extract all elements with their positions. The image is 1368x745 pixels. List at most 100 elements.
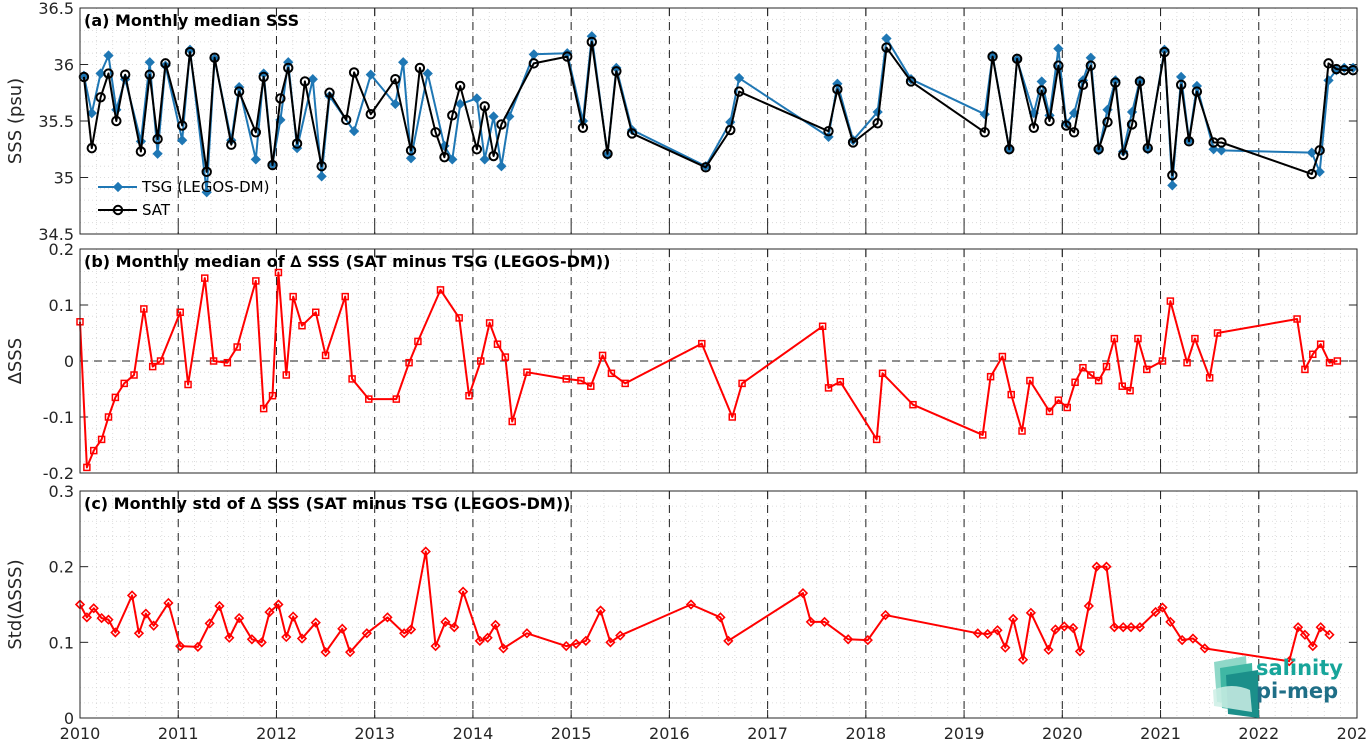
data-point xyxy=(1053,60,1064,71)
data-point xyxy=(86,142,97,154)
data-point xyxy=(291,138,303,149)
data-point xyxy=(361,628,372,639)
data-point xyxy=(1068,107,1080,119)
data-point xyxy=(1309,350,1317,359)
data-point xyxy=(992,625,1003,636)
data-point xyxy=(1017,654,1029,665)
data-point xyxy=(324,87,335,98)
data-point xyxy=(348,126,360,137)
data-point xyxy=(1126,386,1134,395)
x-tick-label: 2020 xyxy=(1042,724,1083,743)
data-point xyxy=(496,161,507,172)
data-point xyxy=(177,135,188,146)
data-point xyxy=(832,84,843,95)
y-tick-label: 34.5 xyxy=(38,225,74,244)
data-point xyxy=(723,635,734,646)
data-point xyxy=(508,417,516,426)
data-point xyxy=(490,619,501,631)
data-point xyxy=(414,62,426,74)
data-point xyxy=(1307,640,1318,652)
data-point xyxy=(233,343,241,351)
data-point xyxy=(83,463,91,472)
data-point xyxy=(365,69,376,80)
data-point xyxy=(390,73,401,85)
data-point xyxy=(282,371,291,379)
data-point xyxy=(414,337,422,346)
x-tick-label: 2012 xyxy=(256,724,297,743)
data-point xyxy=(258,71,269,83)
data-point xyxy=(163,597,174,609)
data-point xyxy=(1008,613,1019,625)
data-point xyxy=(1216,137,1227,148)
data-point xyxy=(135,146,147,157)
y-tick-label: 0.1 xyxy=(49,296,74,315)
data-point xyxy=(986,372,995,381)
x-tick-label: 2023 xyxy=(1337,724,1368,743)
data-point xyxy=(307,74,318,85)
data-point xyxy=(1143,365,1151,374)
data-point xyxy=(979,127,990,138)
data-point xyxy=(1054,396,1063,404)
data-point xyxy=(978,431,987,439)
data-point xyxy=(607,369,616,378)
data-point xyxy=(715,612,726,623)
data-point xyxy=(733,86,745,97)
data-point xyxy=(479,154,490,165)
logo-line-2: pi-mep xyxy=(1256,679,1338,703)
data-point xyxy=(738,379,746,388)
data-point xyxy=(1091,561,1102,572)
data-point xyxy=(126,590,138,601)
data-point xyxy=(436,286,445,294)
data-point xyxy=(1102,362,1111,371)
data-point xyxy=(1314,166,1325,177)
data-point xyxy=(209,357,218,365)
series-sat xyxy=(78,36,1359,181)
data-point xyxy=(152,133,163,145)
data-point xyxy=(586,36,597,48)
data-point xyxy=(104,413,113,421)
legend-label: TSG (LEGOS-DM) xyxy=(141,178,269,196)
x-tick-label: 2021 xyxy=(1140,724,1181,743)
data-point xyxy=(320,647,331,658)
data-point xyxy=(250,154,261,165)
data-point xyxy=(733,72,745,84)
data-point xyxy=(365,109,376,120)
data-point xyxy=(496,119,507,130)
data-point xyxy=(111,393,120,402)
data-point xyxy=(1018,427,1026,435)
data-point xyxy=(1177,634,1188,646)
salinity-pi-mep-logo: salinity pi-mep xyxy=(1213,656,1343,718)
data-point xyxy=(392,395,401,403)
data-point xyxy=(201,274,209,282)
data-point xyxy=(615,630,626,641)
data-point xyxy=(148,362,157,371)
data-point xyxy=(521,628,533,639)
x-tick-label: 2022 xyxy=(1238,724,1279,743)
data-point xyxy=(120,379,128,388)
data-point xyxy=(872,435,881,444)
data-point xyxy=(201,187,212,198)
data-point xyxy=(86,107,97,119)
data-point xyxy=(1216,145,1227,156)
data-point xyxy=(103,68,114,79)
data-point xyxy=(479,101,490,112)
data-point xyxy=(1077,79,1089,91)
data-point xyxy=(1323,58,1334,69)
data-point xyxy=(1109,622,1120,633)
data-point xyxy=(133,628,145,639)
data-point xyxy=(602,148,613,159)
data-point xyxy=(1093,144,1104,155)
data-point xyxy=(1025,607,1037,618)
data-point xyxy=(176,308,184,317)
data-point xyxy=(110,627,121,638)
data-point xyxy=(454,80,466,92)
data-point xyxy=(862,634,873,646)
data-point xyxy=(298,321,306,330)
data-point xyxy=(111,115,122,127)
data-point xyxy=(1314,145,1325,156)
data-point xyxy=(587,382,595,390)
data-point xyxy=(1199,643,1210,654)
data-point xyxy=(1299,629,1311,640)
data-point xyxy=(471,144,483,155)
y-tick-label: -0.1 xyxy=(43,408,74,427)
